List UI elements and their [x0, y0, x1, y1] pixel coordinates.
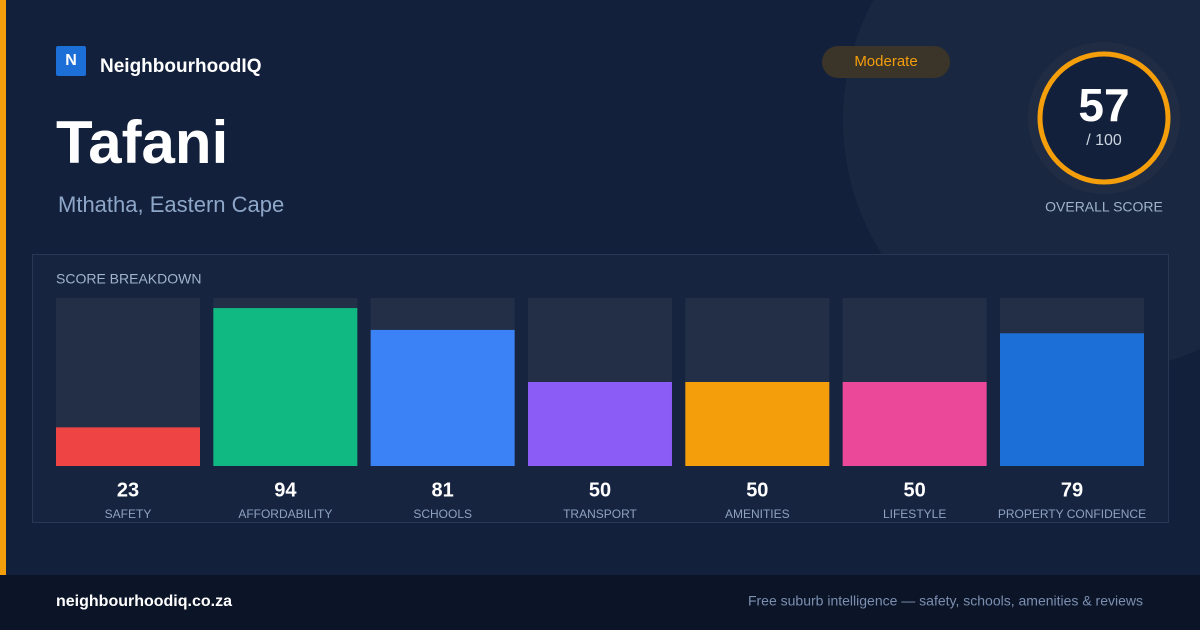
value-label: 50: [589, 479, 611, 501]
value-label: 81: [432, 479, 454, 501]
bar: [842, 382, 987, 466]
category-label: TRANSPORT: [563, 507, 637, 521]
category-label: PROPERTY CONFIDENCE: [998, 507, 1146, 521]
category-label: SAFETY: [105, 507, 152, 521]
score-ring: [1037, 51, 1171, 185]
location: Mthatha, Eastern Cape: [58, 192, 284, 217]
footer-url: neighbourhoodiq.co.za: [56, 593, 232, 610]
bar: [370, 329, 515, 466]
badge: [822, 46, 950, 78]
breakdown-title: SCORE BREAKDOWN: [56, 271, 201, 287]
bar: [56, 427, 200, 466]
value-label: 23: [117, 479, 139, 501]
bar: [527, 382, 672, 466]
overall-label: OVERALL SCORE: [1045, 199, 1163, 215]
bar: [213, 308, 358, 466]
value-label: 50: [746, 479, 768, 501]
bar: [685, 382, 830, 466]
footer-tagline: Free suburb intelligence — safety, schoo…: [748, 593, 1143, 609]
category-label: AMENITIES: [725, 507, 790, 521]
overall-score: 57: [1078, 79, 1129, 131]
logo: [56, 46, 86, 76]
value-label: 94: [274, 479, 297, 501]
category-label: SCHOOLS: [413, 507, 472, 521]
badge-text: Moderate: [854, 53, 917, 70]
accent-stripe: [0, 0, 6, 575]
suburb-name: Tafani: [56, 109, 228, 176]
value-label: 50: [904, 479, 926, 501]
overall-out-of: / 100: [1086, 132, 1122, 149]
logo-letter: N: [65, 52, 77, 69]
footer: [0, 575, 1200, 630]
value-label: 79: [1061, 479, 1083, 501]
category-label: AFFORDABILITY: [238, 507, 332, 521]
brand-name: NeighbourhoodIQ: [100, 56, 261, 77]
bar: [999, 333, 1144, 466]
category-label: LIFESTYLE: [883, 507, 946, 521]
